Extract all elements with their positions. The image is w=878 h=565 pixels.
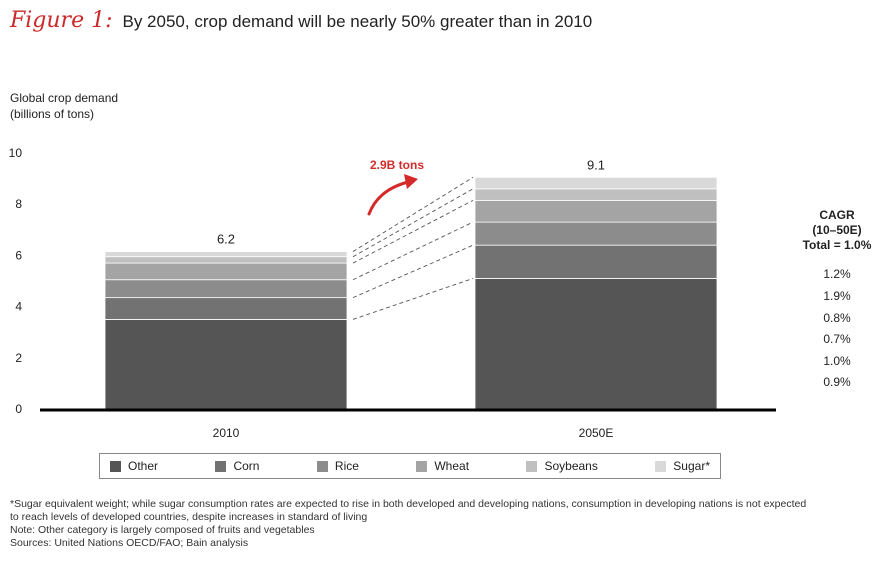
cagr-total: Total = 1.0% <box>802 238 872 252</box>
y-tick-label: 10 <box>9 146 23 160</box>
bar-segment-corn-2010 <box>104 297 348 320</box>
legend-item-corn: Corn <box>215 459 259 473</box>
legend-swatch <box>215 460 227 472</box>
figure-label: Figure 1: <box>10 8 113 33</box>
legend-label: Other <box>128 459 159 473</box>
legend-item-other: Other <box>110 459 158 473</box>
stacked-bar-chart: 0 2 4 6 8 10 6.2 9.1 2010 2050E 2.9B tons <box>9 146 776 440</box>
y-tick-label: 6 <box>15 248 22 262</box>
y-tick-labels: 0 2 4 6 8 10 <box>9 146 23 416</box>
legend-label: Corn <box>233 459 260 473</box>
connector-line <box>352 199 474 264</box>
bar-segment-other-2010 <box>104 318 348 410</box>
growth-arrow <box>367 180 410 216</box>
growth-annotation-label: 2.9B tons <box>370 158 424 172</box>
cagr-value: 1.0% <box>823 354 851 368</box>
cagr-value: 1.9% <box>823 289 851 303</box>
bar-segment-corn-2050e <box>474 244 718 279</box>
bar-segment-rice-2050e <box>474 221 718 246</box>
legend-swatch <box>110 460 121 472</box>
bar-segments <box>104 176 718 410</box>
legend-label: Soybeans <box>544 459 598 473</box>
bar-segment-soybeans-2050e <box>474 188 718 201</box>
x-category-label: 2010 <box>213 426 240 440</box>
cagr-header: CAGR (10–50E) Total = 1.0% <box>798 208 876 253</box>
x-category-labels: 2010 2050E <box>213 426 614 440</box>
growth-arrow-head <box>404 174 418 189</box>
figure-title: By 2050, crop demand will be nearly 50% … <box>122 12 593 31</box>
bar-segment-sugar-2050e <box>474 176 718 190</box>
legend-swatch <box>526 460 538 472</box>
legend-swatch <box>655 460 667 472</box>
connector-line <box>352 188 474 258</box>
legend-item-rice: Rice <box>316 459 359 473</box>
y-tick-label: 0 <box>15 402 22 416</box>
footnote-sugar: *Sugar equivalent weight; while sugar co… <box>10 498 807 510</box>
bar-segment-soybeans-2010 <box>104 256 348 264</box>
y-axis-label-line1: Global crop demand <box>10 91 119 105</box>
growth-annotation: 2.9B tons <box>367 158 424 216</box>
y-tick-label: 4 <box>15 300 22 314</box>
bar-segment-wheat-2050e <box>474 199 718 223</box>
legend-item-wheat: Wheat <box>416 459 469 473</box>
y-axis-label-line2: (billions of tons) <box>10 107 95 121</box>
connector-line <box>352 244 474 299</box>
legend-label: Wheat <box>434 459 470 473</box>
chart-legend: Other Corn Rice Wheat Soybeans Sugar* <box>99 453 721 479</box>
legend-swatch <box>316 460 328 472</box>
legend-swatch <box>416 460 428 472</box>
figure-title-row: Figure 1: By 2050, crop demand will be n… <box>10 8 592 40</box>
legend-label: Sugar* <box>673 459 710 473</box>
bar-segment-wheat-2010 <box>104 262 348 281</box>
legend-item-soybeans: Soybeans <box>526 459 598 473</box>
bar-segment-rice-2010 <box>104 279 348 299</box>
total-labels: 6.2 9.1 <box>217 157 605 246</box>
y-tick-label: 8 <box>15 197 22 211</box>
cagr-title: CAGR <box>819 208 855 222</box>
cagr-period: (10–50E) <box>812 223 862 237</box>
cagr-value: 0.9% <box>823 375 851 389</box>
connector-line <box>352 278 474 320</box>
legend-item-sugar: Sugar* <box>655 459 710 473</box>
y-axis-label: Global crop demand (billions of tons) <box>10 90 210 122</box>
footnote-sugar-cont: to reach levels of developed countries, … <box>10 511 368 523</box>
bar-segment-other-2050e <box>474 278 718 410</box>
legend-label: Rice <box>334 459 359 473</box>
connector-lines <box>352 176 474 320</box>
total-label: 6.2 <box>217 232 235 247</box>
bar-segment-sugar-2010 <box>104 251 348 258</box>
note-other: Note: Other category is largely composed… <box>10 524 315 536</box>
cagr-column: CAGR (10–50E) Total = 1.0% 1.2% 1.9% 0.8% 0… <box>798 208 876 389</box>
cagr-value: 0.8% <box>823 311 851 325</box>
sources: Sources: United Nations OECD/FAO; Bain a… <box>10 537 249 549</box>
cagr-value: 0.7% <box>823 332 851 346</box>
total-label: 9.1 <box>587 157 605 172</box>
connector-line <box>352 221 474 281</box>
cagr-value: 1.2% <box>823 267 851 281</box>
connector-line <box>352 176 474 252</box>
footnotes: *Sugar equivalent weight; while sugar co… <box>10 498 870 550</box>
y-tick-label: 2 <box>15 351 22 365</box>
x-category-label: 2050E <box>579 426 614 440</box>
